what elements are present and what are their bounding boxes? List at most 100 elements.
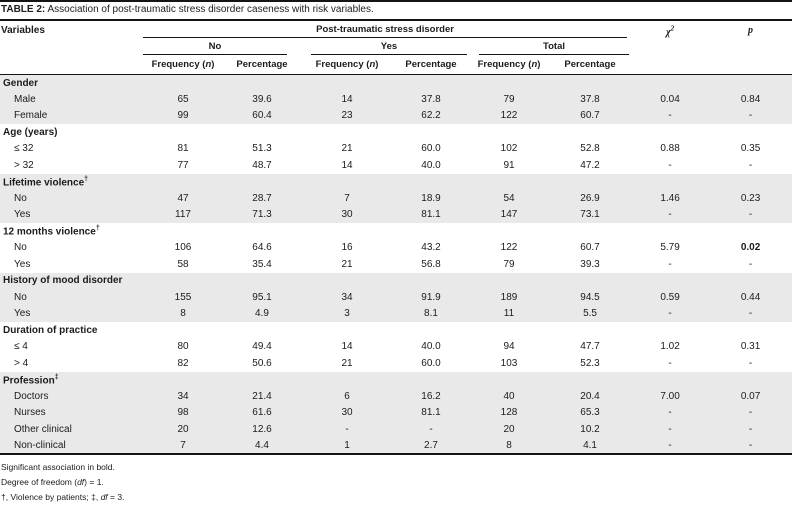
cell-value: 60.4 [252, 110, 272, 122]
cell-value: 8 [506, 439, 512, 451]
cell-value: - [345, 423, 349, 435]
cell-value: 73.1 [580, 209, 600, 221]
cell-value: 60.7 [580, 110, 600, 122]
ptsd-association-table: Variables Post-traumatic stress disorder… [0, 21, 792, 455]
cell-value: 21 [341, 258, 353, 270]
cell-value: 0.59 [660, 291, 680, 303]
cell-value: 4.4 [255, 439, 269, 451]
section-header-row: Gender [0, 74, 792, 91]
cell-value: 128 [500, 407, 518, 419]
cell-value: 14 [341, 93, 353, 105]
cell-value: 94.5 [580, 291, 600, 303]
cell-value: - [668, 159, 672, 171]
column-group-yes: Yes [301, 38, 469, 55]
cell-value: 102 [500, 143, 518, 155]
cell-value: - [748, 209, 753, 221]
cell-value: 65 [177, 93, 189, 105]
footnote-df: Degree of freedom (df) = 1. [1, 477, 104, 487]
row-label: No [14, 242, 27, 254]
column-header-frequency-total: Frequency (n) [469, 55, 549, 75]
cell-value: 3 [344, 308, 350, 320]
cell-value: 82 [177, 357, 189, 369]
column-group-no: No [143, 38, 301, 55]
row-label: Nurses [14, 407, 46, 419]
cell-value: 30 [341, 209, 353, 221]
cell-value: 37.8 [421, 93, 441, 105]
column-header-frequency-no: Frequency (n) [143, 55, 223, 75]
cell-value: 7.00 [660, 390, 680, 402]
footnote-daggers: †, Violence by patients; ‡, df = 3. [1, 492, 125, 502]
cell-value: 155 [174, 291, 192, 303]
cell-value: 60.7 [580, 242, 600, 254]
cell-value: 20.4 [580, 390, 600, 402]
section-header-row: Duration of practice [0, 322, 792, 339]
cell-value: - [748, 308, 753, 320]
column-header-chi-square: χ2 [631, 21, 710, 75]
cell-value: 51.3 [252, 143, 272, 155]
cell-value: - [668, 209, 672, 221]
cell-value: 106 [174, 242, 192, 254]
table-row: Male 65 39.6 14 37.8 79 37.8 0.04 0.84 [0, 91, 792, 108]
column-group-total: Total [469, 38, 631, 55]
cell-value: 79 [503, 258, 515, 270]
cell-value: 6 [344, 390, 350, 402]
cell-value: 50.6 [252, 357, 272, 369]
cell-value: 47.7 [580, 341, 600, 353]
cell-value: - [748, 439, 753, 451]
cell-value: 10.2 [580, 423, 600, 435]
column-header-percentage-total: Percentage [549, 55, 632, 75]
cell-value: 0.35 [740, 143, 761, 155]
cell-value: 0.88 [660, 143, 680, 155]
cell-value: 47 [177, 192, 189, 204]
cell-value: 40.0 [421, 341, 441, 353]
table-title-label: TABLE 2: [1, 4, 46, 15]
cell-value: 16 [341, 242, 353, 254]
section-label: Age (years) [3, 126, 58, 138]
table-row: Yes 117 71.3 30 81.1 147 73.1 - - [0, 206, 792, 223]
cell-value: 0.02 [740, 242, 761, 254]
footnotes: Significant association in bold. Degree … [0, 455, 792, 505]
cell-value: 64.6 [252, 242, 272, 254]
cell-value: 61.6 [252, 407, 272, 419]
cell-value: 40.0 [421, 159, 441, 171]
section-header-row: Lifetime violence† [0, 173, 792, 190]
table-row: No 47 28.7 7 18.9 54 26.9 1.46 0.23 [0, 190, 792, 207]
cell-value: 21 [341, 143, 353, 155]
cell-value: 52.3 [580, 357, 600, 369]
cell-value: - [748, 159, 753, 171]
row-label: Non-clinical [14, 439, 66, 451]
cell-value: - [748, 110, 753, 122]
table-row: No 155 95.1 34 91.9 189 94.5 0.59 0.44 [0, 289, 792, 306]
section-label: Profession‡ [3, 373, 59, 386]
cell-value: 30 [341, 407, 353, 419]
cell-value: 103 [500, 357, 518, 369]
cell-value: 122 [500, 242, 518, 254]
cell-value: 58 [177, 258, 189, 270]
section-label: 12 months violence† [3, 225, 100, 238]
cell-value: 8.1 [424, 308, 438, 320]
cell-value: - [429, 423, 433, 435]
cell-value: 21 [341, 357, 353, 369]
cell-value: 81.1 [421, 209, 441, 221]
section-header-row: History of mood disorder [0, 272, 792, 289]
cell-value: 56.8 [421, 258, 441, 270]
cell-value: 117 [175, 209, 191, 221]
section-label: History of mood disorder [3, 275, 123, 287]
cell-value: - [748, 407, 753, 419]
cell-value: 94 [503, 341, 515, 353]
cell-value: 0.23 [740, 192, 761, 204]
chi-square-symbol: χ2 [665, 25, 675, 39]
cell-value: 14 [341, 159, 353, 171]
row-label: ≤ 4 [14, 341, 28, 353]
cell-value: 79 [503, 93, 515, 105]
cell-value: 0.04 [660, 93, 680, 105]
table-row: ≤ 4 80 49.4 14 40.0 94 47.7 1.02 0.31 [0, 339, 792, 356]
cell-value: 122 [500, 110, 518, 122]
cell-value: 0.31 [740, 341, 761, 353]
cell-value: 189 [500, 291, 518, 303]
cell-value: 71.3 [252, 209, 272, 221]
cell-value: 81.1 [421, 407, 441, 419]
table-row: Other clinical 20 12.6 - - 20 10.2 - - [0, 421, 792, 438]
cell-value: 23 [341, 110, 353, 122]
row-label: No [14, 291, 27, 303]
